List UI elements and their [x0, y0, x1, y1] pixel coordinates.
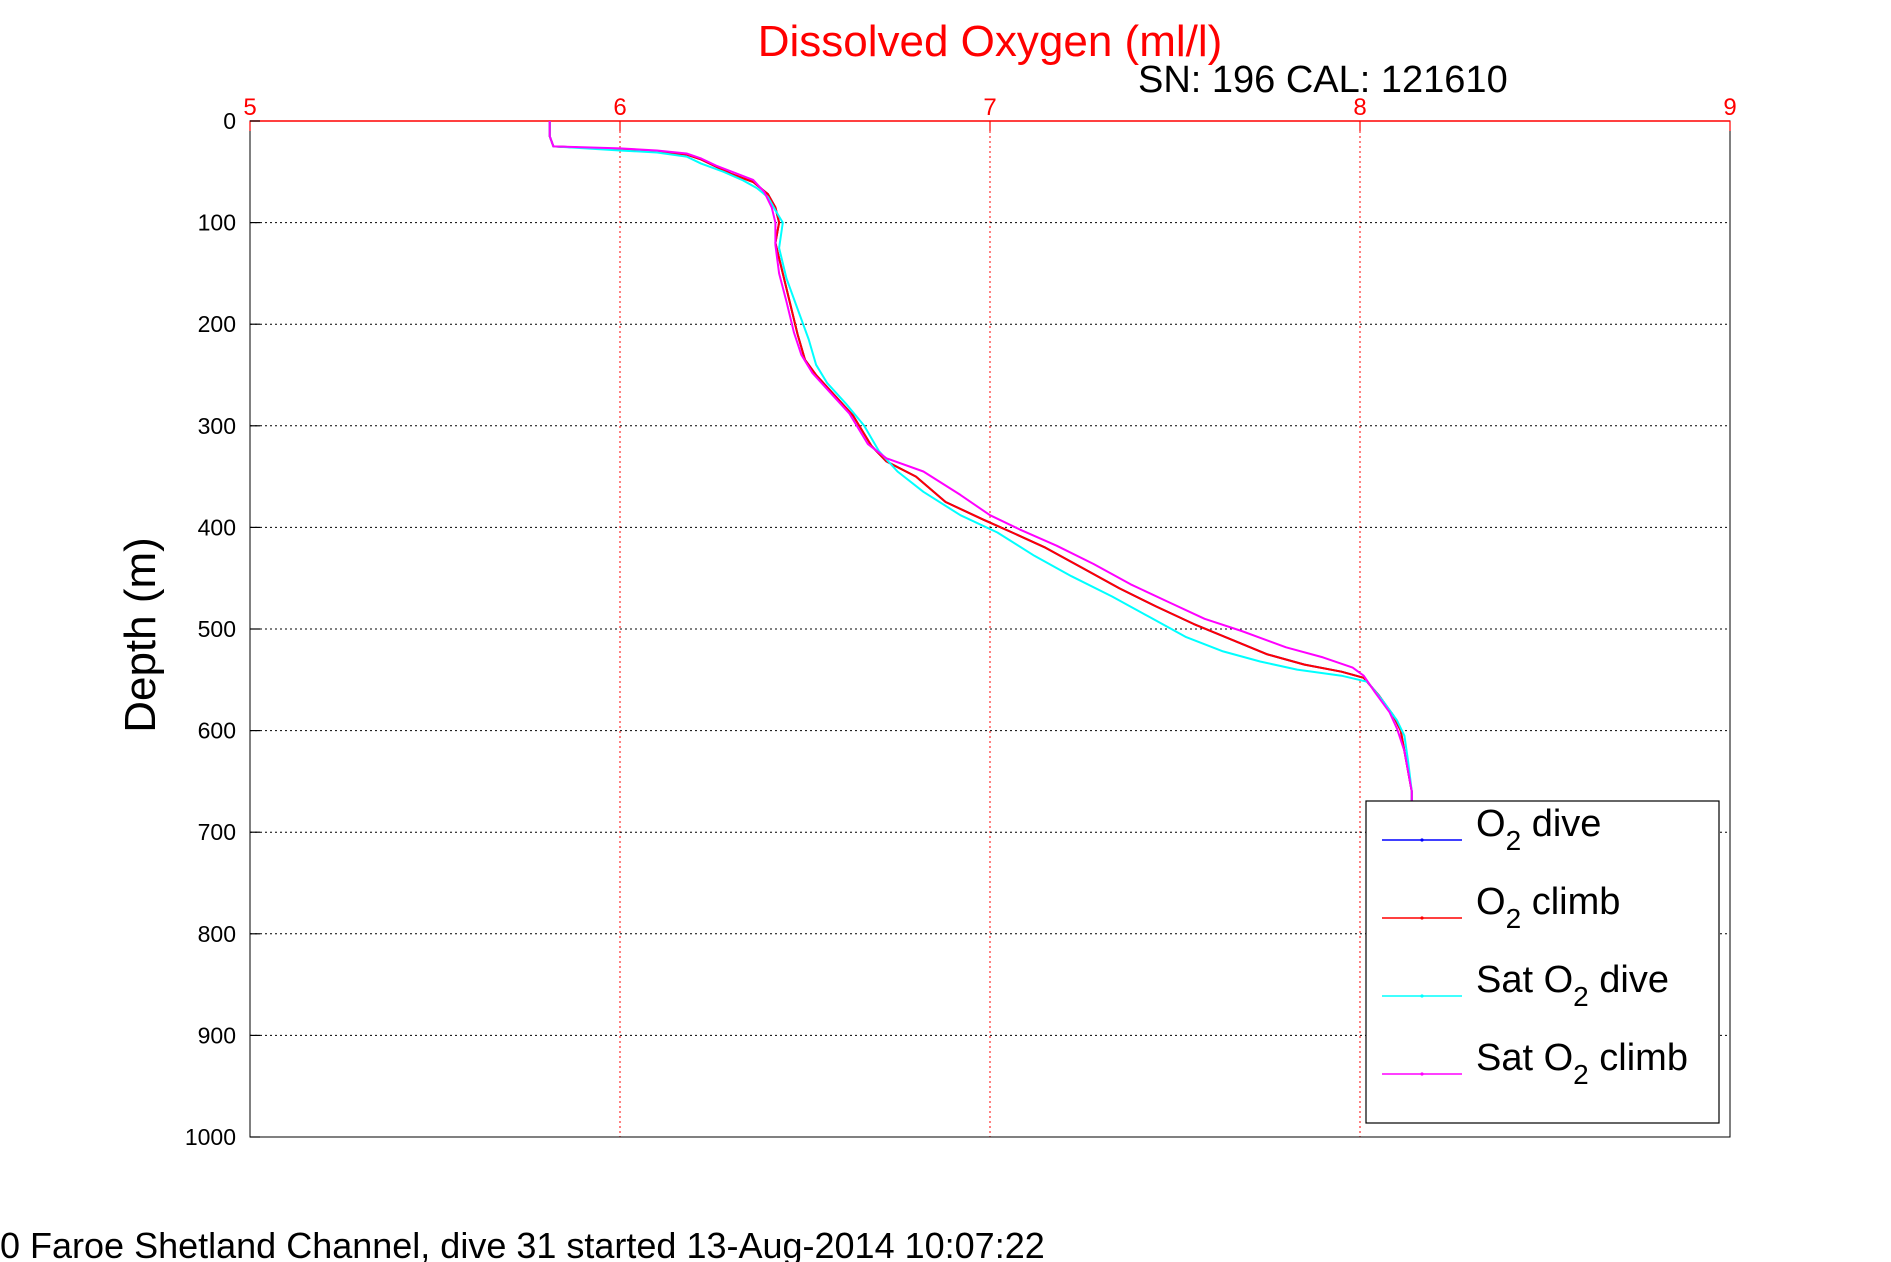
legend-marker-3 — [1420, 994, 1424, 998]
y-tick-label: 600 — [198, 718, 236, 744]
series-line-3 — [548, 121, 1413, 802]
x-tick-labels: 5 6 7 8 9 — [243, 94, 1737, 131]
y-tick-label: 800 — [198, 921, 236, 947]
x-tick-label: 8 — [1353, 94, 1366, 121]
y-tick-label: 300 — [198, 413, 236, 439]
y-tick-label: 500 — [198, 616, 236, 642]
y-tick-label: 700 — [198, 819, 236, 845]
legend-label-4: Sat O2 climb — [1476, 1037, 1688, 1090]
chart-subtitle: SN: 196 CAL: 121610 — [1138, 59, 1508, 101]
x-tick-label: 9 — [1723, 94, 1736, 121]
grid-lines — [250, 121, 1730, 1137]
y-tick-labels: 0 100 200 300 400 500 600 700 800 900 1000 — [185, 108, 260, 1150]
x-tick-label: 5 — [243, 94, 256, 121]
x-tick-label: 6 — [613, 94, 626, 121]
series-line-4 — [548, 121, 1413, 802]
legend-label-3: Sat O2 dive — [1476, 959, 1669, 1012]
x-tick-label: 7 — [983, 94, 996, 121]
y-tick-label: 900 — [198, 1022, 236, 1048]
chart-title: Dissolved Oxygen (ml/l) — [758, 17, 1223, 66]
footer-text: 0 Faroe Shetland Channel, dive 31 starte… — [0, 1225, 1045, 1262]
legend-label-1: O2 dive — [1476, 803, 1601, 856]
y-tick-label: 1000 — [185, 1124, 236, 1150]
legend-marker-4 — [1420, 1072, 1424, 1076]
series-lines — [548, 121, 1413, 802]
legend-marker-1 — [1420, 838, 1424, 842]
legend-box — [1365, 800, 1720, 1124]
y-tick-label: 200 — [198, 311, 236, 337]
legend: O2 dive O2 climb Sat O2 dive Sat O2 climb — [1365, 800, 1720, 1124]
legend-marker-2 — [1420, 916, 1424, 920]
legend-label-2: O2 climb — [1476, 881, 1620, 934]
y-tick-label: 100 — [198, 210, 236, 236]
y-axis-label: Depth (m) — [116, 537, 165, 733]
y-tick-label: 0 — [223, 108, 236, 134]
y-tick-label: 400 — [198, 514, 236, 540]
